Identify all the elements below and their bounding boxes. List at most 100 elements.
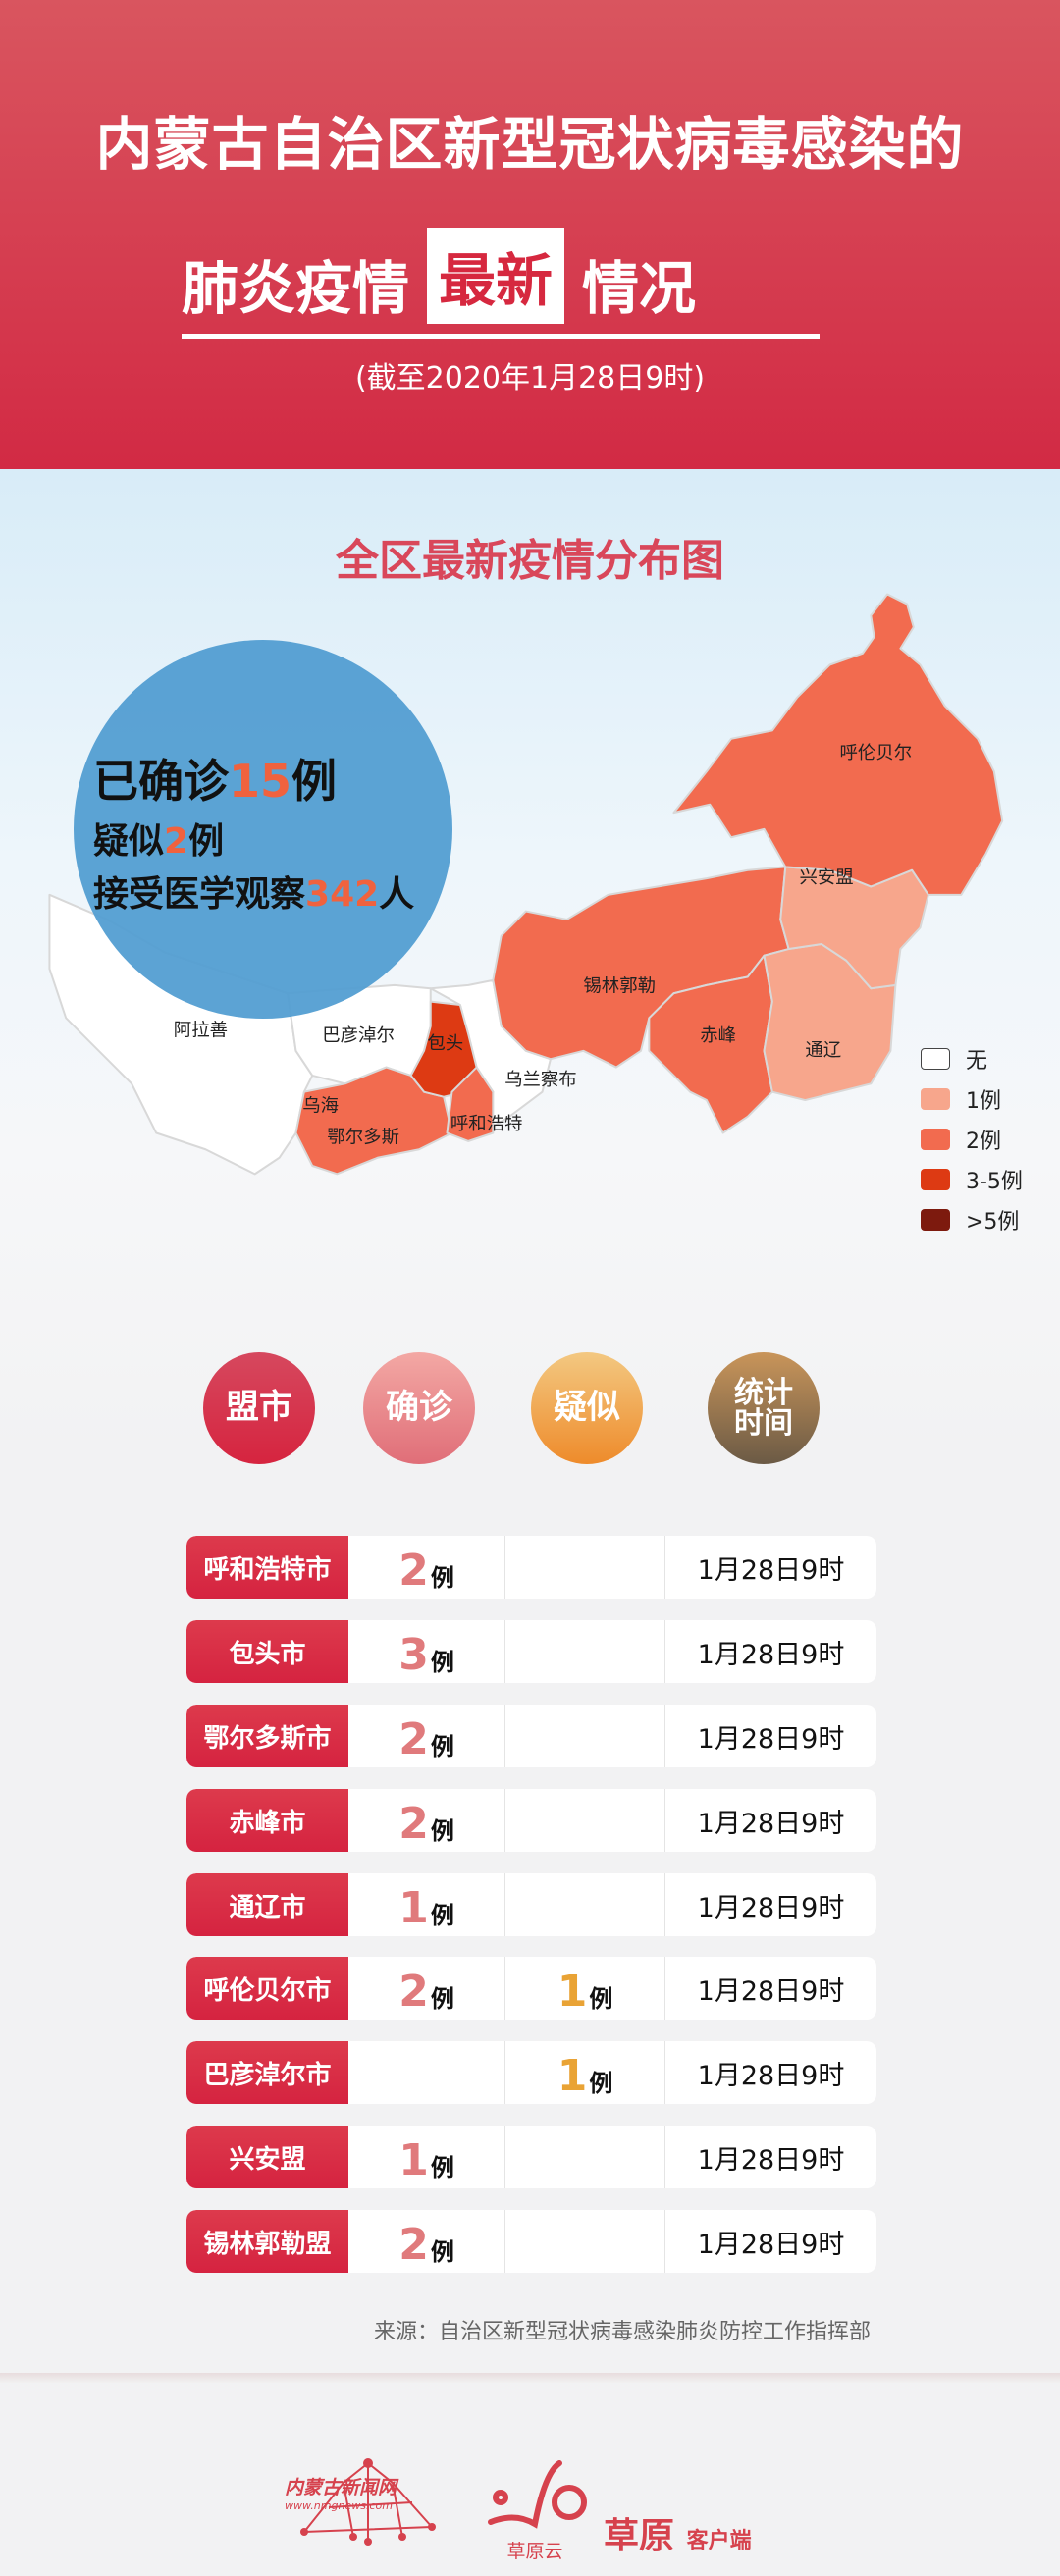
suspected-cell-value: 1 bbox=[556, 2051, 588, 2101]
confirmed-cell bbox=[348, 2041, 505, 2104]
label-ulanqab: 乌兰察布 bbox=[504, 1070, 577, 1090]
label-xilingol: 锡林郭勒 bbox=[583, 976, 656, 997]
region-hohhot bbox=[446, 1066, 495, 1142]
time-cell: 1月28日9时 bbox=[697, 1975, 845, 2007]
legend-item: >5例 bbox=[921, 1199, 1023, 1239]
table-row: 包头市 3 例 1月28日9时 bbox=[186, 1620, 876, 1683]
legend-swatch bbox=[921, 1208, 950, 1231]
confirmed-cell-value: 3 bbox=[398, 1630, 429, 1680]
time-cell: 1月28日9时 bbox=[697, 1639, 845, 1670]
label-bayannur: 巴彦淖尔 bbox=[322, 1025, 395, 1046]
confirmed-cell-value: 2 bbox=[398, 2220, 429, 2270]
suspected-cell-value: 1 bbox=[556, 1967, 588, 2017]
logo-caoyuanyun: 草原云 bbox=[506, 2541, 563, 2562]
title-part-b: 情况 bbox=[582, 255, 697, 322]
table-row: 鄂尔多斯市 2 例 1月28日9时 bbox=[186, 1705, 876, 1767]
time-cell: 1月28日9时 bbox=[697, 2229, 845, 2260]
confirmed-cell-value: 2 bbox=[398, 1967, 429, 2017]
suspected-summary: 疑似2例 bbox=[93, 813, 414, 864]
confirmed-cell-unit: 例 bbox=[430, 1985, 454, 2013]
yurt-logo-icon bbox=[300, 2458, 436, 2546]
suspected-unit: 例 bbox=[188, 821, 225, 862]
suspected-cell bbox=[505, 1536, 665, 1599]
region-name-cell: 鄂尔多斯市 bbox=[186, 1705, 348, 1767]
legend-item: 2例 bbox=[921, 1119, 1023, 1159]
confirmed-cell-value: 2 bbox=[398, 1714, 429, 1764]
legend-label: 无 bbox=[966, 1048, 988, 1074]
logo-client-text: 客户端 bbox=[686, 2529, 752, 2553]
suspected-cell bbox=[505, 1620, 665, 1683]
suspected-cell-unit: 例 bbox=[589, 1985, 613, 2013]
label-chifeng: 赤峰 bbox=[700, 1025, 736, 1046]
logo-nmgnews-url: www.nmgnews.com bbox=[285, 2499, 393, 2512]
confirmed-cell-unit: 例 bbox=[430, 2238, 454, 2266]
logo-caoyuan-client: 草原 客户端 bbox=[604, 2507, 752, 2558]
summary-stats: 已确诊15例 疑似2例 接受医学观察342人 bbox=[93, 746, 414, 917]
table-row: 锡林郭勒盟 2 例 1月28日9时 bbox=[186, 2210, 876, 2273]
label-ordos: 鄂尔多斯 bbox=[327, 1128, 399, 1148]
observed-summary: 接受医学观察342人 bbox=[93, 866, 414, 917]
confirmed-cell-value: 1 bbox=[398, 1883, 429, 1933]
title-underline bbox=[182, 334, 820, 339]
suspected-cell bbox=[505, 1873, 665, 1936]
confirmed-cell-unit: 例 bbox=[430, 1902, 454, 1929]
map-legend: 无 1例 2例 3-5例 >5例 bbox=[921, 1038, 1023, 1239]
time-cell: 1月28日9时 bbox=[697, 2144, 845, 2176]
table-row: 巴彦淖尔市 1 例 1月28日9时 bbox=[186, 2041, 876, 2104]
confirmed-summary: 已确诊15例 bbox=[93, 746, 414, 811]
time-cell: 1月28日9时 bbox=[697, 1892, 845, 1923]
source-note: 来源：自治区新型冠状病毒感染肺炎防控工作指挥部 bbox=[373, 2320, 871, 2344]
legend-swatch bbox=[921, 1087, 950, 1110]
suspected-cell-unit: 例 bbox=[589, 2070, 613, 2097]
region-name-cell: 呼和浩特市 bbox=[186, 1536, 348, 1599]
legend-label: 2例 bbox=[966, 1129, 1001, 1154]
region-name-cell: 赤峰市 bbox=[186, 1789, 348, 1852]
region-name-cell: 兴安盟 bbox=[186, 2126, 348, 2188]
header-bubble-region: 盟市 bbox=[203, 1352, 315, 1464]
label-wuhai: 乌海 bbox=[302, 1096, 339, 1117]
legend-swatch bbox=[921, 1168, 950, 1190]
region-baotou bbox=[409, 1000, 478, 1098]
time-cell: 1月28日9时 bbox=[697, 1723, 845, 1755]
label-hohhot: 呼和浩特 bbox=[450, 1114, 523, 1134]
legend-label: 3-5例 bbox=[966, 1169, 1023, 1194]
label-alxa: 阿拉善 bbox=[174, 1021, 228, 1041]
suspected-cell bbox=[505, 1705, 665, 1767]
title-highlight: 最新 bbox=[427, 228, 565, 324]
confirmed-cell-unit: 例 bbox=[430, 1817, 454, 1845]
suspected-cell bbox=[505, 1789, 665, 1852]
region-hulunbuir bbox=[672, 593, 1004, 896]
cloud-logo-icon bbox=[488, 2460, 587, 2529]
time-cell: 1月28日9时 bbox=[697, 1808, 845, 1839]
header-banner: 内蒙古自治区新型冠状病毒感染的 肺炎疫情 最新 情况 (截至2020年1月28日… bbox=[0, 0, 1060, 469]
suspected-cell bbox=[505, 2210, 665, 2273]
confirmed-count: 15 bbox=[229, 755, 292, 808]
confirmed-cell-unit: 例 bbox=[430, 1564, 454, 1592]
legend-item: 1例 bbox=[921, 1078, 1023, 1119]
confirmed-cell-unit: 例 bbox=[430, 1733, 454, 1761]
observed-label: 接受医学观察 bbox=[93, 874, 306, 915]
confirmed-cell-value: 2 bbox=[398, 1799, 429, 1849]
label-tongliao: 通辽 bbox=[805, 1040, 841, 1061]
confirmed-label: 已确诊 bbox=[93, 755, 229, 808]
date-note: (截至2020年1月28日9时) bbox=[354, 361, 706, 395]
header-bubble-suspected: 疑似 bbox=[531, 1352, 643, 1464]
region-name-cell: 锡林郭勒盟 bbox=[186, 2210, 348, 2273]
logo-caoyuan-text: 草原 bbox=[604, 2516, 675, 2556]
title-line1: 内蒙古自治区新型冠状病毒感染的 bbox=[95, 111, 965, 178]
region-map: 呼伦贝尔 兴安盟 锡林郭勒 赤峰 通辽 阿拉善 巴彦淖尔 包头 乌兰察布 乌海 … bbox=[48, 593, 1004, 1176]
legend-item: 3-5例 bbox=[921, 1159, 1023, 1199]
label-hulunbuir: 呼伦贝尔 bbox=[840, 743, 913, 763]
region-name-cell: 通辽市 bbox=[186, 1873, 348, 1936]
confirmed-cell-unit: 例 bbox=[430, 1649, 454, 1676]
region-name-cell: 呼伦贝尔市 bbox=[186, 1957, 348, 2020]
region-name-cell: 包头市 bbox=[186, 1620, 348, 1683]
divider bbox=[0, 2373, 1060, 2383]
